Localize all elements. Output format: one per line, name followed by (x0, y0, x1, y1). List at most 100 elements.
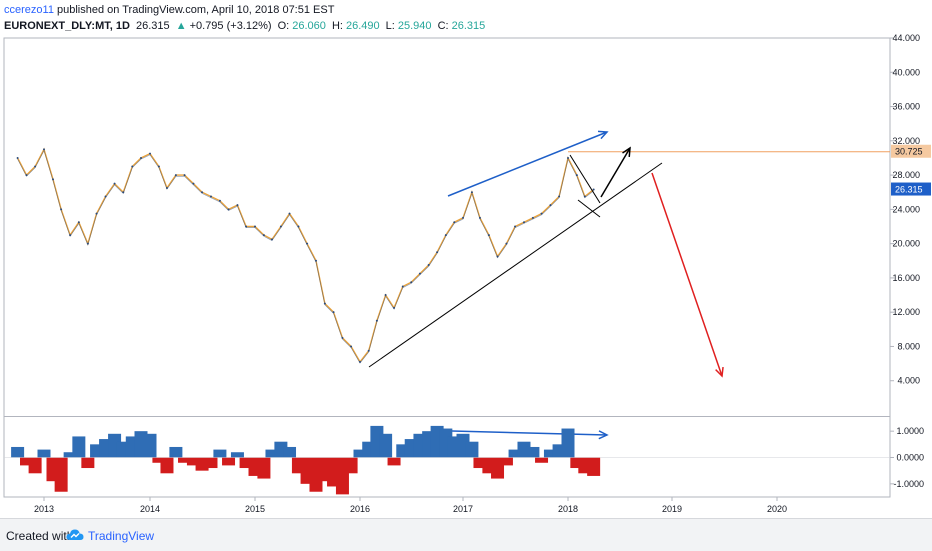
price-point (236, 204, 239, 207)
histogram-bar (570, 457, 584, 469)
year-tick-label: 2019 (662, 504, 682, 514)
price-tick-label: 16.000 (892, 273, 920, 283)
histogram-bar (257, 457, 271, 479)
histogram-bar (169, 446, 183, 458)
published-text: published on TradingView.com, April 10, … (57, 4, 335, 16)
price-point (514, 225, 517, 228)
support-trendline (368, 162, 663, 368)
tradingview-cloud-icon[interactable] (66, 528, 84, 542)
price-point (436, 251, 439, 254)
plot-border (3, 37, 891, 498)
price-point (279, 225, 282, 228)
oscillator-histogram (4, 425, 890, 495)
symbol-name[interactable]: EURONEXT_DLY:MT, 1D (4, 20, 130, 32)
price-point (531, 216, 534, 219)
price-point (567, 156, 569, 159)
histogram-bar (81, 457, 95, 469)
histogram-bar (20, 457, 33, 466)
price-point (522, 221, 525, 224)
price-point (122, 191, 125, 194)
histogram-bar (160, 457, 174, 474)
author-link[interactable]: ccerezo11 (4, 4, 54, 16)
histogram-bar (387, 457, 401, 466)
tradingview-brand[interactable]: TradingView (88, 529, 155, 543)
price-point (131, 165, 134, 168)
price-point (549, 204, 552, 207)
open-label: O: (277, 20, 290, 32)
price-point (218, 199, 221, 202)
bullish-projection-arrow-line (600, 147, 631, 198)
histogram-bar (213, 449, 227, 458)
price-point (323, 302, 326, 305)
high-value: 26.490 (345, 20, 380, 32)
price-point (505, 242, 508, 245)
price-point (359, 360, 361, 363)
osc-tick-label: 1.0000 (896, 426, 924, 436)
price-point (52, 178, 55, 181)
last-price: 26.315 (135, 20, 170, 32)
last-price-label-box (891, 182, 931, 196)
year-tick-label: 2014 (140, 504, 160, 514)
price-tick-label: 28.000 (892, 170, 920, 180)
price-point (60, 208, 63, 211)
histogram-bar (37, 449, 51, 458)
wedge-upper-line (569, 154, 601, 204)
price-point (262, 234, 265, 237)
bearish-projection-arrow-line (651, 172, 723, 377)
price-line-shadow (17, 149, 594, 364)
price-point (174, 174, 177, 177)
price-point (254, 225, 256, 228)
histogram-bar (63, 452, 77, 458)
price-point (139, 156, 142, 159)
histogram-bar (204, 457, 218, 469)
price-point (314, 259, 317, 262)
price-point (288, 212, 291, 215)
change-value: +0.795 (+3.12%) (189, 20, 272, 32)
price-point (384, 294, 387, 297)
osc-divergence-arrow (451, 430, 609, 440)
histogram-bar (535, 457, 549, 463)
price-point (297, 225, 300, 228)
price-point (470, 191, 473, 194)
price-tick-label: 4.000 (897, 376, 920, 386)
chart-frame (3, 37, 891, 498)
chart-area[interactable]: 4.000 8.000 12.000 16.000 20.000 24.000 28.000… (0, 0, 932, 518)
histogram-bar (222, 457, 236, 466)
histogram-bar (265, 449, 279, 458)
year-tick-label: 2017 (453, 504, 473, 514)
wedge-lower-line (577, 199, 601, 218)
price-point (245, 225, 248, 228)
publish-info: ccerezo11 published on TradingView.com, … (4, 4, 334, 16)
price-point (575, 174, 578, 177)
histogram-bar (465, 441, 479, 458)
year-tick-label: 2020 (767, 504, 787, 514)
created-with-text: Created with (6, 529, 74, 543)
bullish-projection-arrow (600, 146, 631, 198)
last-price-label: 26.315 (895, 185, 923, 195)
year-tick-label: 2013 (34, 504, 54, 514)
price-point (462, 216, 464, 219)
histogram-bar (152, 457, 166, 463)
price-point (192, 182, 195, 185)
chart-axes: 4.000 8.000 12.000 16.000 20.000 24.000 28.000… (34, 33, 931, 514)
price-point (427, 264, 430, 267)
price-point (418, 272, 421, 275)
histogram-bar (587, 457, 601, 476)
osc-divergence-arrow-head (598, 430, 609, 440)
price-point (209, 195, 212, 198)
price-point (69, 234, 72, 237)
price-tick-label: 44.000 (892, 33, 920, 43)
price-tick-label: 12.000 (892, 307, 920, 317)
price-tick-label: 36.000 (892, 102, 920, 112)
osc-tick-label: 0.0000 (896, 453, 924, 463)
price-point (16, 156, 19, 159)
close-value: 26.315 (451, 20, 486, 32)
chart-drawings[interactable] (368, 130, 890, 440)
price-point (157, 165, 160, 168)
price-point (496, 255, 499, 258)
price-point (393, 306, 396, 309)
price-point (227, 208, 230, 211)
low-value: 25.940 (397, 20, 432, 32)
histogram-bar (143, 433, 157, 458)
year-tick-label: 2015 (245, 504, 265, 514)
